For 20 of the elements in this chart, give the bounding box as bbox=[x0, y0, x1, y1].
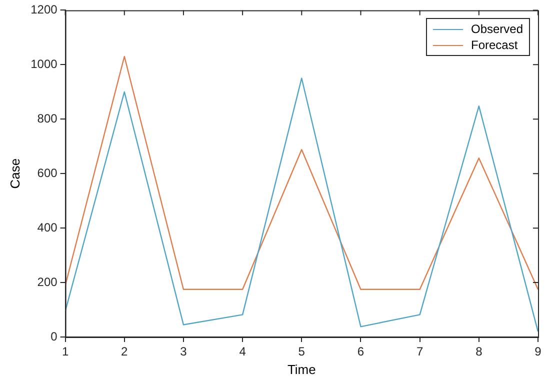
y-tick-label: 1000 bbox=[30, 56, 58, 71]
y-axis-title: Case bbox=[7, 158, 22, 189]
x-tick-label: 5 bbox=[298, 344, 306, 359]
y-tick-label: 1200 bbox=[30, 2, 58, 17]
x-axis-title: Time bbox=[287, 362, 316, 377]
x-tick-label: 2 bbox=[121, 344, 128, 359]
x-tick-label: 3 bbox=[180, 344, 188, 359]
y-tick-label: 0 bbox=[50, 329, 58, 344]
x-tick-label: 1 bbox=[62, 344, 69, 359]
legend-label: Forecast bbox=[471, 37, 518, 54]
y-tick-label: 800 bbox=[37, 111, 58, 126]
x-tick-label: 9 bbox=[534, 344, 542, 359]
y-tick-label: 600 bbox=[37, 166, 58, 180]
x-tick-label: 8 bbox=[476, 344, 483, 359]
legend-label: Observed bbox=[471, 21, 524, 38]
x-tick-label: 4 bbox=[239, 344, 246, 359]
x-tick-label: 7 bbox=[416, 344, 424, 359]
y-tick-label: 200 bbox=[37, 274, 58, 289]
y-tick-label: 400 bbox=[37, 220, 58, 234]
x-tick-label: 6 bbox=[357, 344, 364, 359]
